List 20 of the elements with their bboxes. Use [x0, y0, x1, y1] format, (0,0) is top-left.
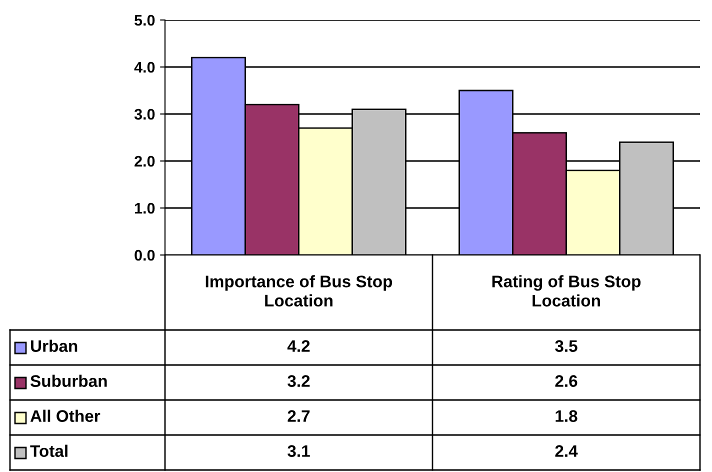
y-tick-label: 4.0 — [134, 62, 155, 73]
x-tick-label: Rating of Bus Stop Location — [492, 275, 641, 307]
x-tick-label: Importance of Bus Stop Location — [206, 275, 392, 307]
y-tick-label: 3.0 — [134, 108, 155, 120]
data-label: 2.6 — [555, 375, 578, 387]
y-tick-label: 1.0 — [135, 202, 155, 214]
data-label: 2.4 — [555, 445, 578, 457]
data-label: 3.2 — [288, 375, 310, 387]
y-tick-label: 2.0 — [134, 156, 155, 167]
legend-label: Urban — [31, 340, 78, 352]
data-label: 3.1 — [288, 445, 310, 457]
data-label: 3.5 — [555, 340, 578, 352]
legend-label: All Other — [30, 410, 100, 422]
legend-label: Suburban — [30, 374, 107, 387]
data-label: 4.2 — [287, 340, 310, 352]
legend-label: Total — [30, 444, 68, 457]
data-label: 1.8 — [556, 410, 578, 422]
y-tick-label: 5.0 — [134, 14, 155, 26]
y-tick-label: 0.0 — [134, 250, 155, 261]
data-label: 2.7 — [288, 410, 310, 422]
